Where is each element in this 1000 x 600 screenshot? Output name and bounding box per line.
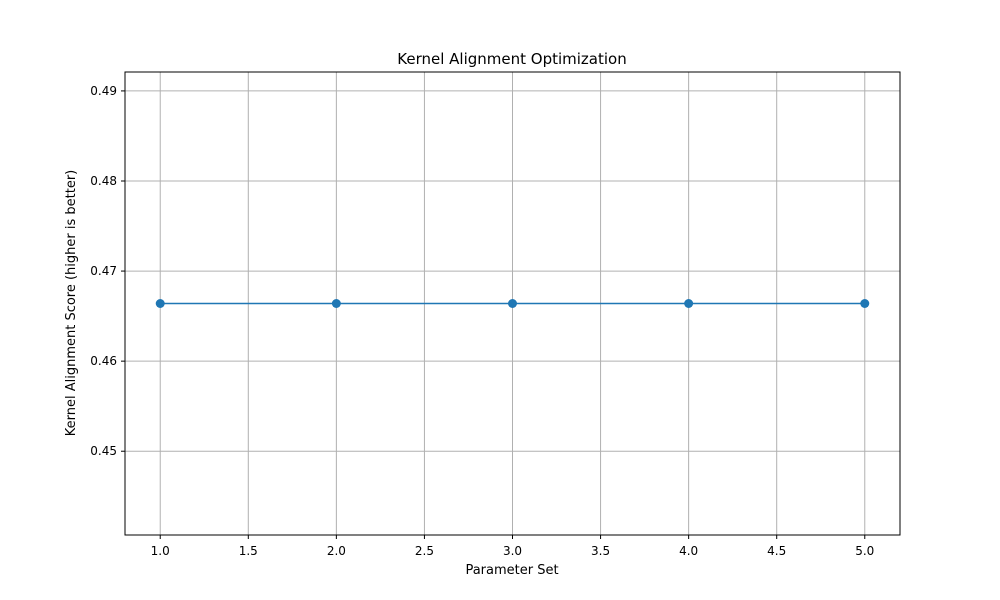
data-point (508, 299, 517, 308)
x-axis-label: Parameter Set (465, 563, 558, 578)
data-point (860, 299, 870, 308)
y-tick-label: 0.48 (90, 174, 117, 188)
chart-title: Kernel Alignment Optimization (397, 50, 626, 68)
y-tick-label: 0.47 (90, 264, 117, 278)
series-layer (155, 299, 870, 308)
data-point (684, 299, 694, 308)
x-tick-label: 5.0 (855, 544, 874, 558)
x-tick-label: 1.0 (151, 544, 170, 558)
y-axis-label: Kernel Alignment Score (higher is better… (64, 170, 79, 437)
ticks: 1.0 1.5 2.0 2.5 3.0 3.5 4.0 4.5 5.0 0.45 0.46 0.47 0… (90, 84, 874, 558)
x-tick-label: 4.5 (767, 544, 786, 558)
x-tick-label: 3.0 (503, 544, 522, 558)
data-point (155, 299, 165, 308)
y-tick-label: 0.46 (90, 354, 117, 368)
x-tick-label: 2.5 (415, 544, 434, 558)
y-tick-label: 0.49 (90, 84, 117, 98)
data-point (331, 299, 341, 308)
y-tick-label: 0.45 (90, 444, 117, 458)
x-tick-label: 4.0 (679, 544, 698, 558)
x-tick-label: 2.0 (327, 544, 346, 558)
x-tick-label: 3.5 (591, 544, 610, 558)
x-tick-label: 1.5 (239, 544, 258, 558)
